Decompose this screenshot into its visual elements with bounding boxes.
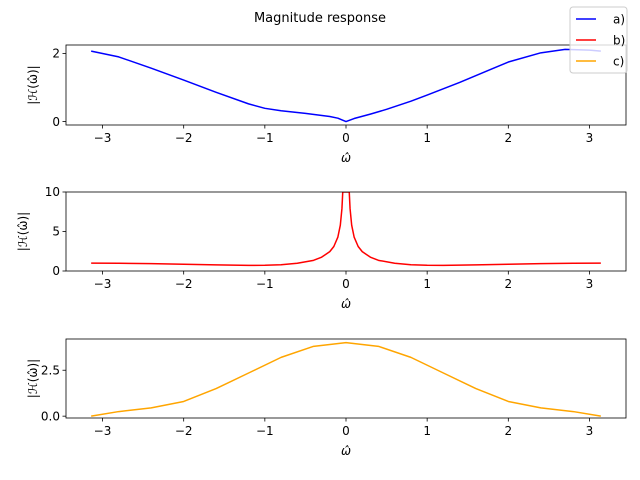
legend-label: a) — [613, 13, 625, 27]
x-tick-label: 1 — [423, 424, 431, 438]
x-tick-label: 0 — [342, 277, 350, 291]
subplot-c: −3 −2 −1 0 1 2 3 0.0 2.5 ω̂ |ℋ(ω̂)| — [26, 338, 627, 458]
x-tick-label: 2 — [504, 277, 512, 291]
y-tick-label: 0.0 — [41, 409, 60, 423]
x-axis-label: ω̂ — [341, 151, 351, 165]
x-tick-label: −1 — [256, 277, 274, 291]
x-tick-label: 1 — [423, 277, 431, 291]
axes-frame — [65, 338, 627, 419]
y-tick-label: 2 — [52, 47, 60, 61]
y-tick-label: 0 — [52, 264, 60, 278]
axes-frame — [65, 191, 627, 272]
x-tick-label: 2 — [504, 424, 512, 438]
y-axis-label: |ℋ(ω̂)| — [26, 359, 40, 398]
subplot-b: −3 −2 −1 0 1 2 3 0 5 10 ω̂ |ℋ(ω̂)| — [16, 185, 627, 311]
x-tick-label: 0 — [342, 131, 350, 145]
legend: a) b) c) — [569, 6, 628, 74]
series-line-2-1 — [91, 192, 601, 267]
legend-label: c) — [613, 55, 624, 69]
series-line-3-1 — [91, 341, 601, 417]
axes-frame — [65, 44, 627, 126]
legend-box — [569, 6, 628, 74]
y-axis-label: |ℋ(ω̂)| — [26, 65, 40, 104]
x-axis-label: ω̂ — [341, 297, 351, 311]
subplot-a: −3 −2 −1 0 1 2 3 0 2 ω̂ |ℋ(ω̂)| — [26, 44, 627, 165]
figure-title: Magnitude response — [254, 11, 386, 26]
x-tick-label: −3 — [94, 131, 112, 145]
x-tick-label: 1 — [423, 131, 431, 145]
x-tick-label: −2 — [175, 424, 193, 438]
y-tick-label: 0 — [52, 115, 60, 129]
x-tick-label: −1 — [256, 424, 274, 438]
x-tick-label: −2 — [175, 131, 193, 145]
x-tick-label: −2 — [175, 277, 193, 291]
y-axis-label: |ℋ(ω̂)| — [16, 212, 30, 251]
x-tick-label: 3 — [586, 424, 594, 438]
x-axis-label: ω̂ — [341, 444, 351, 458]
series-line-1-1 — [91, 48, 601, 123]
y-tick-label: 10 — [45, 185, 60, 199]
x-tick-label: 3 — [586, 277, 594, 291]
y-tick-label: 2.5 — [41, 363, 60, 377]
legend-label: b) — [613, 34, 625, 48]
x-tick-label: 0 — [342, 424, 350, 438]
x-tick-label: 3 — [586, 131, 594, 145]
x-tick-label: −1 — [256, 131, 274, 145]
x-tick-label: 2 — [504, 131, 512, 145]
x-tick-label: −3 — [94, 424, 112, 438]
y-tick-label: 5 — [52, 225, 60, 239]
x-tick-label: −3 — [94, 277, 112, 291]
